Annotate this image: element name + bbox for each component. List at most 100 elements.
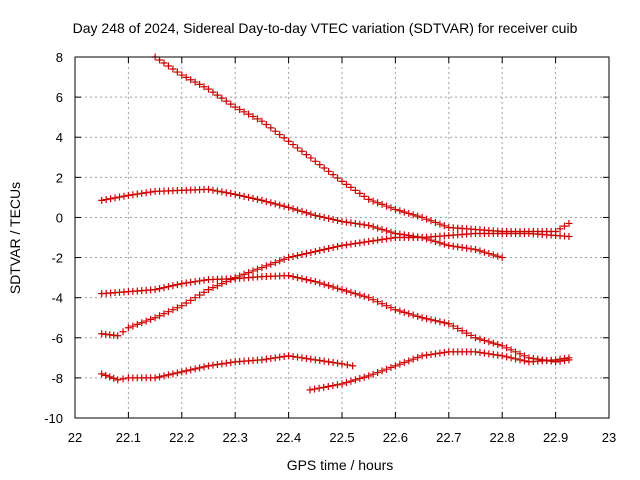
data-point	[391, 205, 399, 213]
data-point	[338, 286, 346, 294]
data-point	[129, 322, 137, 330]
data-point	[187, 76, 195, 84]
data-point	[156, 373, 164, 381]
data-point	[164, 62, 172, 70]
series-sat-3	[98, 229, 573, 340]
data-point	[302, 250, 310, 258]
data-point	[316, 212, 324, 220]
data-point	[182, 367, 190, 375]
data-point	[427, 350, 435, 358]
data-point	[213, 361, 221, 369]
data-point	[311, 248, 319, 256]
data-point	[227, 190, 235, 198]
data-point	[298, 147, 306, 155]
data-point	[249, 112, 257, 120]
data-point	[102, 196, 110, 204]
x-tick-label: 22.7	[436, 430, 461, 445]
series-sat-2	[98, 185, 506, 262]
data-point	[396, 307, 404, 315]
y-tick-label: 4	[56, 130, 63, 145]
data-point	[262, 262, 270, 270]
data-point	[294, 274, 301, 282]
x-tick-label: 22.9	[543, 430, 568, 445]
data-point	[311, 278, 319, 286]
data-point	[325, 245, 333, 253]
data-point	[316, 357, 324, 365]
data-point	[285, 254, 293, 262]
data-point	[147, 188, 155, 196]
data-point	[276, 353, 284, 361]
data-point	[374, 236, 382, 244]
data-point	[173, 369, 181, 377]
data-point	[294, 206, 301, 214]
data-point	[383, 365, 390, 373]
data-point	[409, 311, 417, 319]
data-point	[209, 88, 217, 96]
data-point	[449, 242, 457, 250]
data-point	[316, 161, 324, 169]
data-point	[356, 239, 364, 247]
data-point	[156, 56, 164, 64]
data-point	[338, 177, 346, 185]
plot-frame	[74, 56, 610, 419]
data-point	[489, 350, 497, 358]
data-point	[106, 373, 114, 381]
data-point	[418, 213, 426, 221]
data-point	[329, 171, 337, 179]
data-point	[454, 324, 462, 332]
data-point	[160, 372, 168, 380]
data-point	[285, 203, 293, 211]
data-point	[276, 257, 284, 265]
data-point	[324, 382, 332, 390]
data-point	[516, 356, 524, 364]
data-point	[356, 220, 364, 228]
data-point	[276, 201, 284, 209]
data-point	[445, 320, 453, 328]
data-point	[196, 277, 204, 285]
data-point	[472, 334, 479, 342]
data-point	[463, 329, 471, 337]
x-tick-label: 22.6	[383, 430, 408, 445]
y-tick-label: -6	[51, 331, 63, 346]
data-point	[151, 314, 159, 322]
data-point	[325, 358, 333, 366]
data-point	[222, 359, 230, 367]
x-tick-label: 22.4	[276, 430, 301, 445]
y-tick-label: -8	[51, 371, 63, 386]
data-point	[387, 228, 395, 236]
data-point	[320, 213, 328, 221]
data-point	[347, 288, 355, 296]
data-point	[271, 354, 279, 362]
data-point	[365, 238, 373, 246]
data-point	[498, 254, 506, 262]
data-point	[205, 85, 212, 93]
data-point	[436, 318, 444, 326]
data-point	[409, 211, 417, 219]
data-point	[302, 276, 310, 284]
data-point	[213, 187, 221, 195]
data-point	[338, 242, 346, 250]
data-point	[164, 283, 172, 291]
data-point	[280, 202, 288, 210]
x-tick-label: 22.1	[116, 430, 141, 445]
data-point	[271, 259, 279, 267]
data-point	[347, 219, 355, 227]
y-tick-label: 0	[56, 210, 63, 225]
data-point	[485, 250, 493, 258]
data-point	[489, 339, 497, 347]
data-point	[334, 284, 342, 292]
data-point	[383, 302, 390, 310]
data-point	[294, 353, 301, 361]
x-tick-label: 22.2	[169, 430, 194, 445]
data-point	[271, 200, 279, 208]
data-point	[365, 195, 373, 203]
data-point	[320, 246, 328, 254]
x-axis-label: GPS time / hours	[287, 457, 394, 473]
data-point	[133, 320, 141, 328]
data-point	[334, 243, 342, 251]
data-point	[320, 383, 328, 391]
data-point	[173, 281, 181, 289]
data-point	[298, 207, 306, 215]
data-point	[213, 282, 221, 290]
data-point	[196, 291, 204, 299]
